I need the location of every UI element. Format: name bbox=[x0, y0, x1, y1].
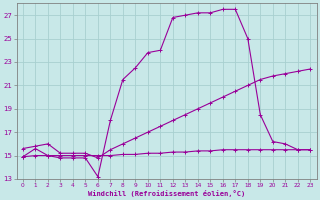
X-axis label: Windchill (Refroidissement éolien,°C): Windchill (Refroidissement éolien,°C) bbox=[88, 190, 245, 197]
